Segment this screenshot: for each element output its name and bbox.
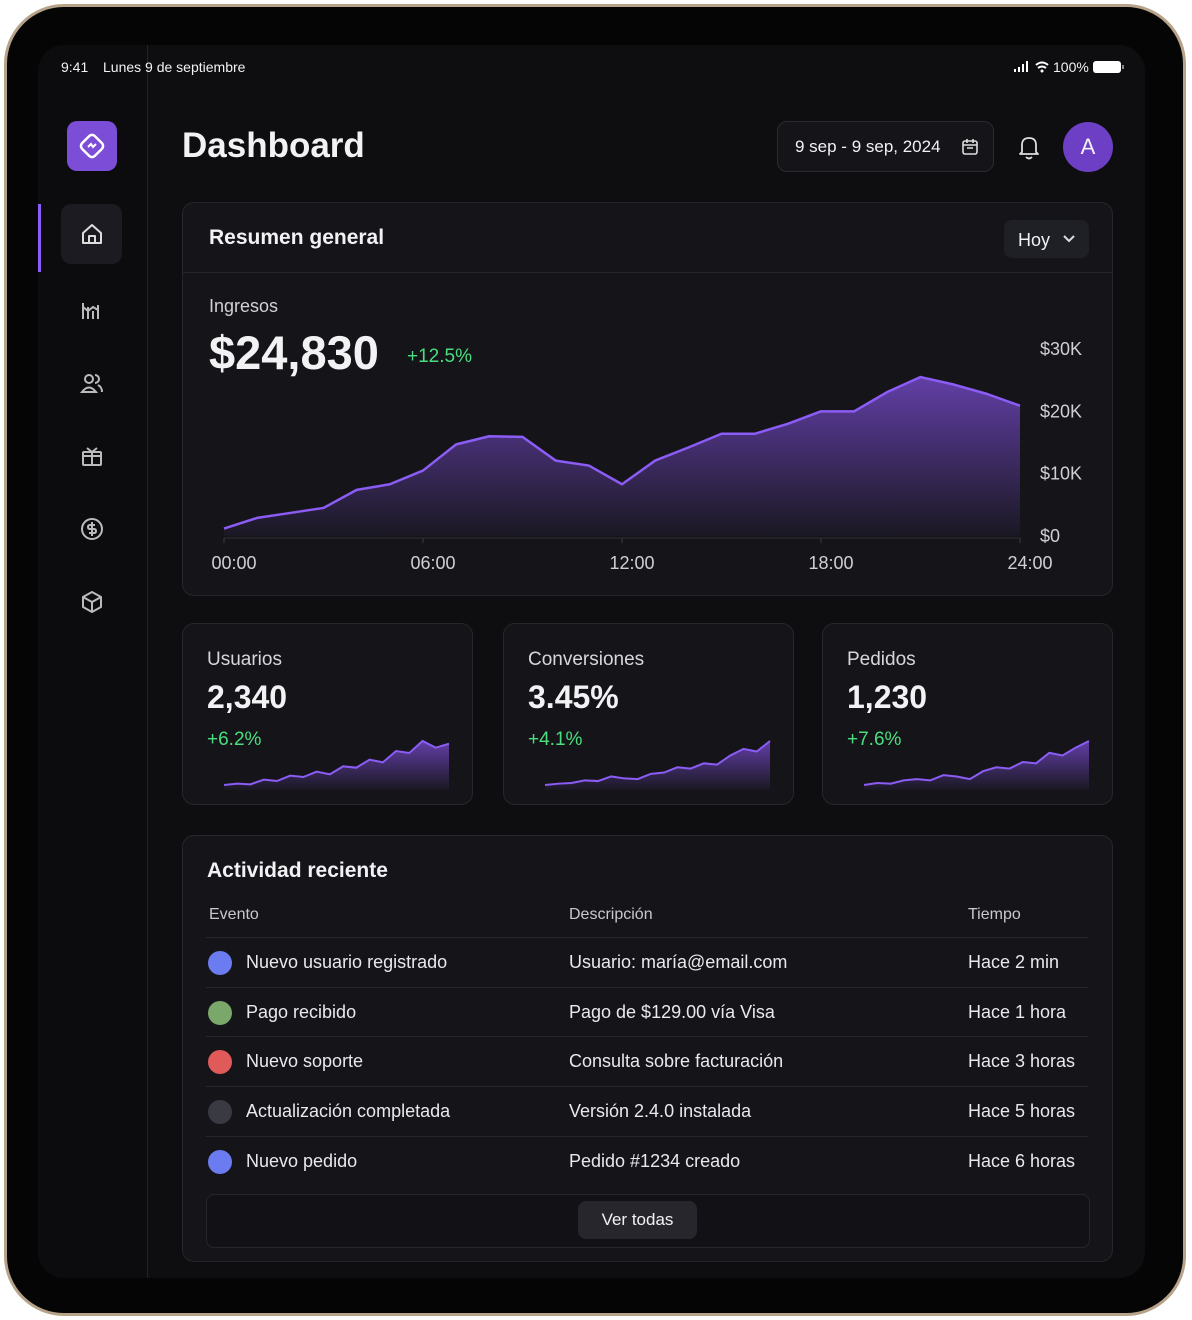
view-all-button[interactable]: Ver todas [578,1201,697,1239]
signal-wifi [1014,61,1049,73]
event-icon [208,951,232,975]
table-cell: Hace 3 horas [968,1051,1076,1072]
table-cell: Consulta sobre facturación [569,1051,784,1072]
stat-value: 2,340 [207,679,288,715]
stat-change: +4.1% [528,729,583,750]
users-icon [79,374,103,393]
event-icon [208,1000,232,1025]
period-dropdown[interactable]: Hoy [1004,220,1089,258]
chevron-icon [1063,235,1075,243]
notifications-button[interactable] [1004,121,1054,172]
activity-card [182,835,1113,1262]
metric-value: $24,830 [209,326,379,379]
stat-change: +7.6% [847,729,902,750]
event-icon [208,1050,232,1075]
nav-payments[interactable] [61,499,122,559]
event-name: Pago recibido [246,1001,357,1022]
nav-products[interactable] [61,426,122,486]
battery-icon [1093,61,1124,73]
event-icon [208,1100,232,1125]
event-name: Actualización completada [246,1101,451,1122]
event-name: Nuevo pedido [246,1150,358,1171]
gift-icon [81,447,102,466]
bell-icon [1019,136,1039,159]
date-range: 9 sep - 9 sep, 2024 [795,137,941,156]
row-divider [206,986,1088,988]
table-cell: Hace 5 horas [968,1101,1076,1122]
nav-inventory[interactable] [61,572,122,632]
calendar-icon [962,139,978,155]
stat-value: 3.45% [528,679,619,715]
overview-card [182,202,1113,596]
activity-title: Actividad reciente [207,859,388,882]
table-cell: Hace 2 min [968,952,1060,972]
column-header: Evento [209,906,259,923]
activity-card-wrap [182,835,1113,1262]
row-divider [206,1086,1088,1088]
row-divider [206,1135,1088,1137]
nav-users[interactable] [61,353,122,413]
status-time: 9:41 [61,59,89,75]
row-divider [206,937,1088,938]
table-cell: Pago de $129.00 vía Visa [569,1001,775,1022]
nav-analytics[interactable] [61,280,122,340]
nav-home[interactable] [61,204,122,264]
battery-percent: 100% [1053,59,1089,75]
period-label: Hoy [1018,230,1051,250]
status-date: Lunes 9 de septiembre [103,59,246,75]
table-cell: Hace 6 horas [968,1150,1076,1171]
logo-icon [79,133,105,159]
box-icon [81,591,102,613]
table-cell: Pedido #1234 creado [569,1150,741,1171]
event-name: Nuevo usuario registrado [246,952,448,972]
stat-label: Usuarios [207,649,282,670]
table-cell: Hace 1 hora [968,1001,1067,1022]
app-logo[interactable] [67,121,117,171]
date-range-picker[interactable]: 9 sep - 9 sep, 2024 [777,121,994,172]
event-name: Nuevo soporte [246,1051,364,1072]
card-divider [183,272,1112,273]
stat-value: 1,230 [847,679,928,715]
money-icon [80,518,103,540]
event-icon [208,1149,232,1174]
avatar[interactable]: A [1063,122,1113,172]
analytics-icon [81,303,99,319]
column-header: Tiempo [968,906,1021,923]
stat-change: +6.2% [207,729,262,750]
metric-change: +12.5% [407,346,472,367]
overview-title: Resumen general [209,226,385,249]
metric-label: Ingresos [209,296,279,316]
table-cell: Versión 2.4.0 instalada [569,1101,752,1122]
table-cell: Usuario: maría@email.com [569,952,788,972]
stat-label: Pedidos [847,649,916,670]
active-indicator [38,204,41,272]
page-title: Dashboard [182,126,365,165]
home-icon [81,224,102,244]
column-header: Descripción [569,906,653,923]
row-divider [206,1036,1088,1038]
stat-label: Conversiones [528,649,645,670]
